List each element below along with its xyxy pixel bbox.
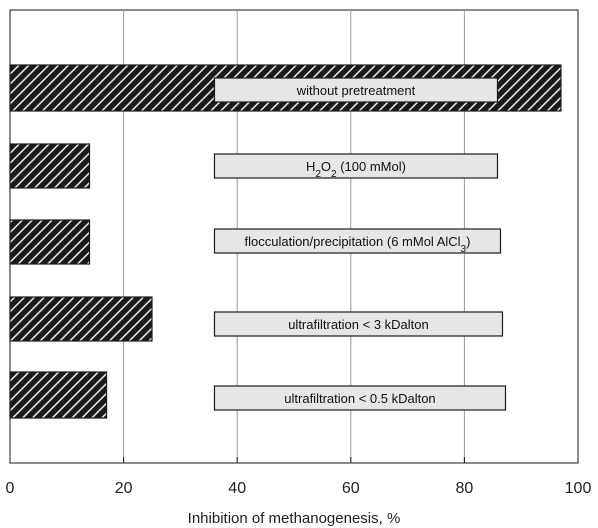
category-label-2: H2O2 (100 mMol) xyxy=(306,159,406,180)
label-box-2 xyxy=(213,153,499,179)
category-label-5: ultrafiltration < 0.5 kDalton xyxy=(284,391,435,406)
label-box-4 xyxy=(213,311,504,337)
category-labels: without pretreatment H2O2 (100 mMol) flocc… xyxy=(213,77,507,411)
category-label-3: flocculation/precipitation (6 mMol AlCl3… xyxy=(245,234,471,255)
x-tick-label-20: 20 xyxy=(115,480,133,497)
x-axis-ticks: 0 20 40 60 80 100 xyxy=(6,457,592,497)
label-box-1 xyxy=(213,77,499,103)
label-box-5 xyxy=(213,385,507,411)
x-tick-label-60: 60 xyxy=(342,480,360,497)
category-label-4: ultrafiltration < 3 kDalton xyxy=(288,317,429,332)
x-axis-label: Inhibition of methanogenesis, % xyxy=(188,510,401,527)
x-tick-label-40: 40 xyxy=(228,480,246,497)
bar-3 xyxy=(9,219,91,265)
x-tick-label-100: 100 xyxy=(565,480,592,497)
bar-5 xyxy=(9,371,108,419)
label-box-3 xyxy=(213,228,502,254)
x-tick-label-0: 0 xyxy=(6,480,15,497)
bar-2 xyxy=(9,143,91,189)
category-label-1: without pretreatment xyxy=(296,83,416,98)
bar-4 xyxy=(9,296,153,342)
x-tick-label-80: 80 xyxy=(456,480,474,497)
